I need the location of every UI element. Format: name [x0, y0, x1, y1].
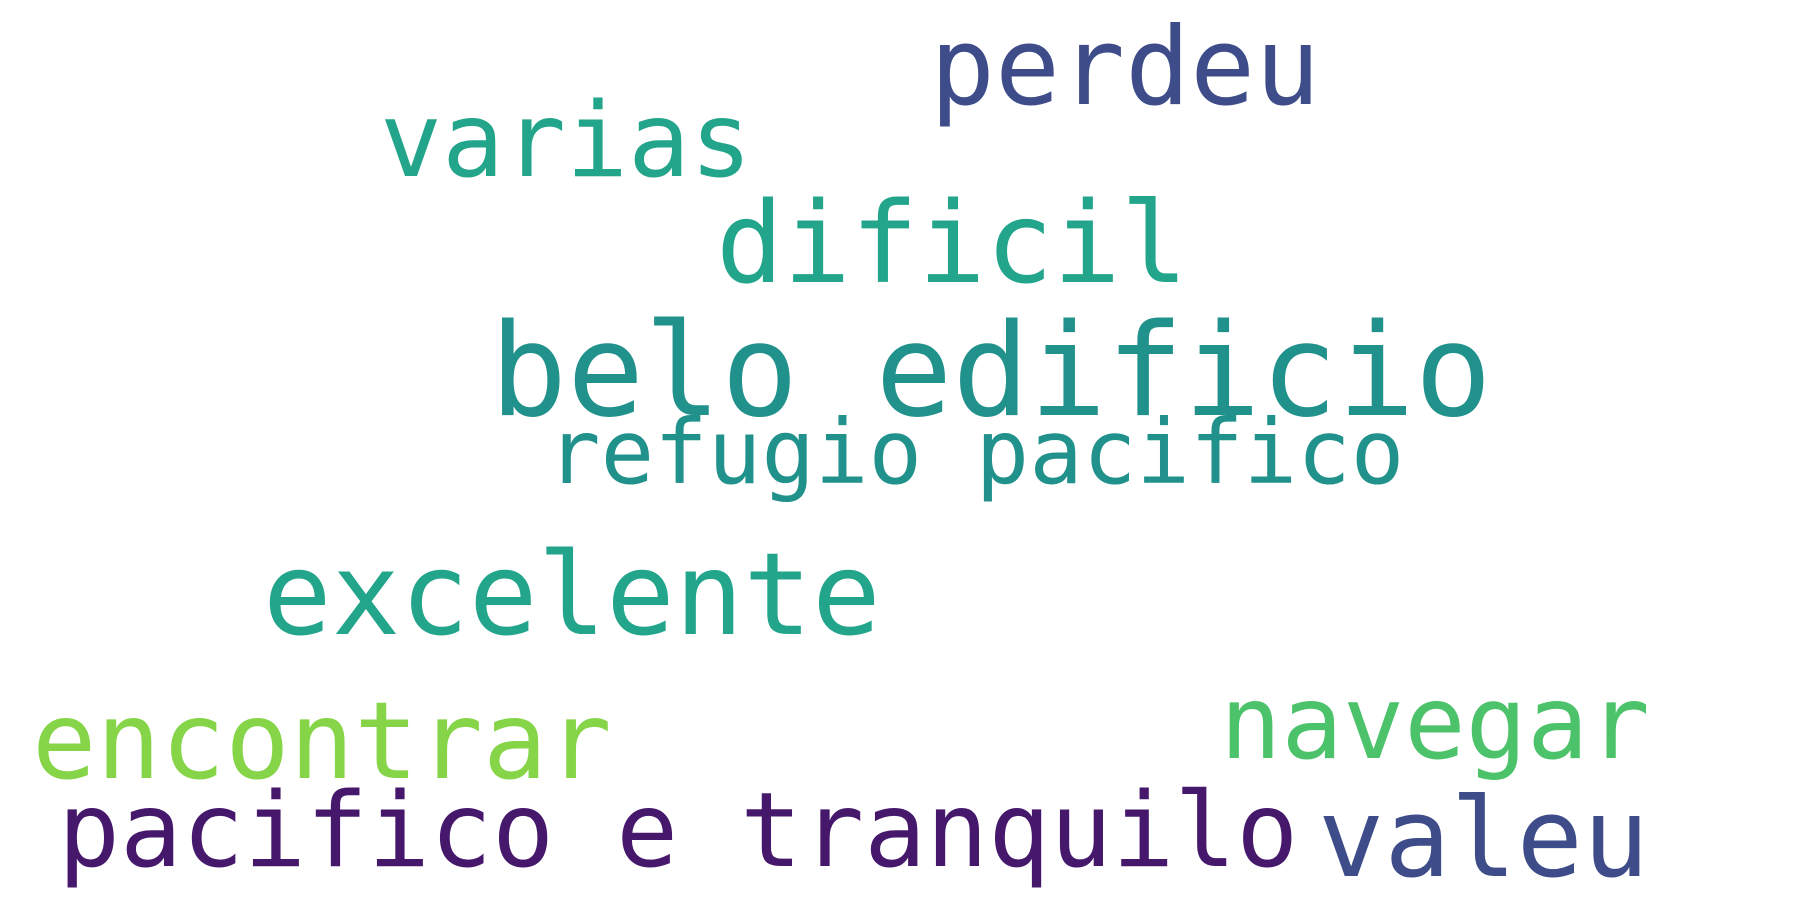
word-dificil: dificil	[716, 179, 1189, 309]
word-excelente: excelente	[263, 528, 881, 661]
word-varias: varias	[380, 81, 753, 201]
word-perdeu: perdeu	[930, 5, 1321, 130]
word-navegar: navegar	[1220, 664, 1650, 783]
word-belo-edificio: belo edificio	[490, 297, 1492, 446]
word-refugio-pacifico: refugio pacifico	[547, 400, 1405, 504]
word-pacifico-e-tranquilo: pacifico e tranquilo	[58, 771, 1299, 891]
word-encontrar: encontrar	[32, 680, 612, 804]
word-valeu: valeu	[1318, 774, 1650, 900]
